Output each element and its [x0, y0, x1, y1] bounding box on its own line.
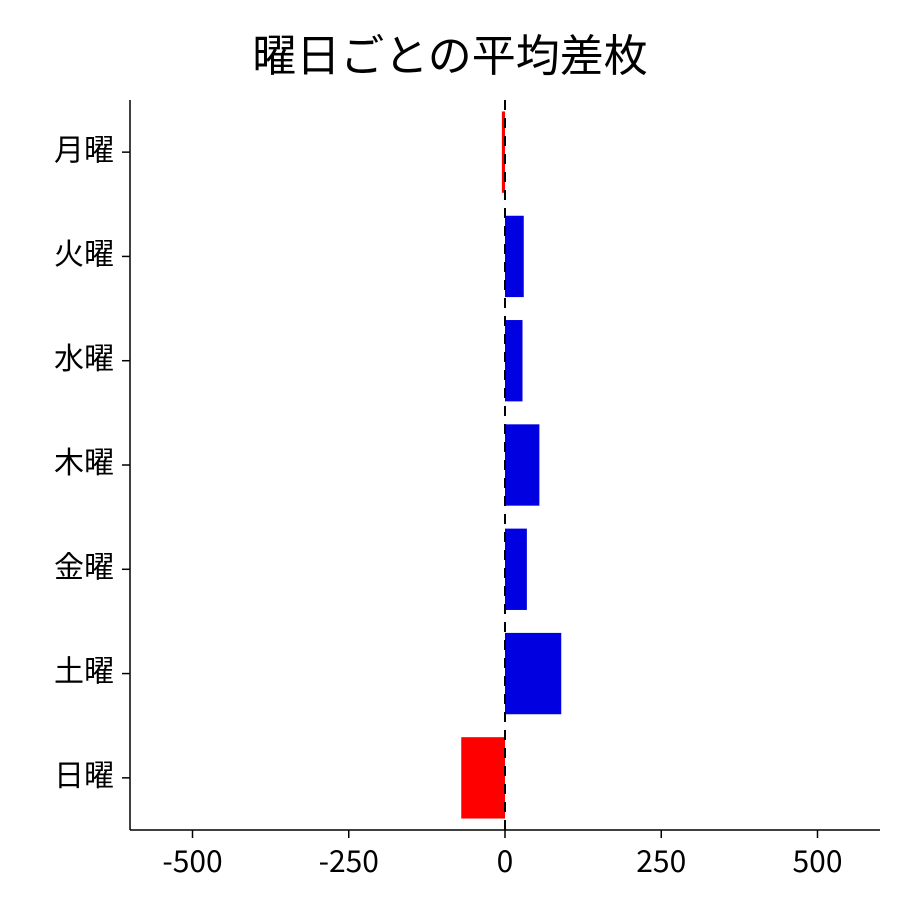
chart-container: 曜日ごとの平均差枚 月曜火曜水曜木曜金曜土曜日曜-500-2500250500: [0, 0, 900, 900]
bar: [505, 216, 524, 297]
x-tick-label: 250: [636, 837, 686, 881]
y-tick-label: 金曜: [54, 542, 114, 586]
plot-svg: 月曜火曜水曜木曜金曜土曜日曜-500-2500250500: [130, 100, 880, 830]
bar: [505, 633, 561, 714]
x-tick-label: 500: [793, 837, 843, 881]
y-tick-label: 日曜: [54, 751, 114, 795]
bar: [505, 424, 539, 505]
bar: [505, 320, 523, 401]
y-tick-label: 土曜: [54, 647, 114, 691]
chart-title: 曜日ごとの平均差枚: [0, 20, 900, 84]
y-tick-label: 木曜: [54, 438, 114, 482]
y-tick-label: 水曜: [54, 334, 114, 378]
bar: [505, 529, 527, 610]
x-tick-label: 0: [497, 837, 514, 881]
y-tick-label: 火曜: [54, 230, 114, 274]
x-tick-label: -250: [319, 837, 379, 881]
y-tick-label: 月曜: [54, 125, 114, 169]
bar: [461, 737, 505, 818]
x-tick-label: -500: [162, 837, 222, 881]
